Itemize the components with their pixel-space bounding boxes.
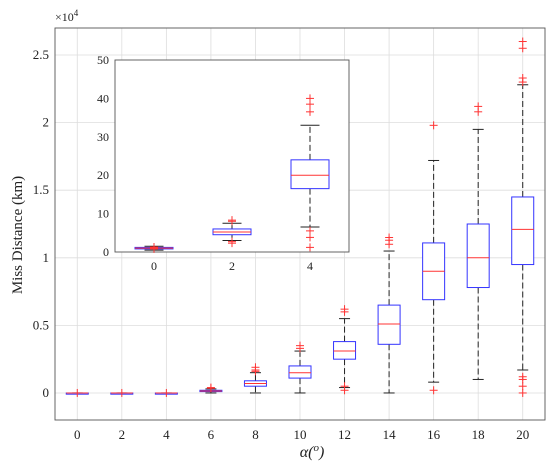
outlier-marker — [296, 341, 304, 350]
inset-y-tick-label: 50 — [97, 53, 109, 67]
main-x-tick-label: 12 — [338, 427, 351, 442]
outlier-marker — [385, 233, 394, 242]
iqr-box — [290, 159, 330, 190]
outlier-marker — [518, 44, 527, 53]
main-x-tick-label: 8 — [252, 427, 259, 442]
main-box-10 — [288, 341, 312, 394]
inset-y-tick-label: 30 — [97, 130, 109, 144]
outlier-marker — [518, 37, 527, 46]
main-y-tick-label: 1.5 — [33, 182, 49, 197]
main-x-tick-label: 14 — [383, 427, 397, 442]
main-y-tick-label: 2 — [43, 115, 50, 130]
x-axis-label: α(o) — [300, 442, 325, 461]
main-x-tick-label: 10 — [294, 427, 307, 442]
main-x-tick-label: 2 — [119, 427, 126, 442]
inset-y-tick-label: 40 — [97, 91, 109, 105]
outlier-marker — [206, 383, 215, 392]
outlier-marker — [340, 305, 349, 314]
outlier-marker — [306, 243, 314, 252]
main-x-tick-label: 18 — [472, 427, 485, 442]
outlier-marker — [150, 243, 158, 252]
main-x-tick-label: 6 — [208, 427, 215, 442]
inset-y-tick-label: 10 — [97, 207, 109, 221]
outlier-marker — [228, 216, 236, 225]
inset-axes-frame — [114, 59, 350, 253]
main-y-tick-label: 0 — [43, 385, 50, 400]
main-y-tick-label: 2.5 — [33, 47, 49, 62]
main-box-12 — [333, 305, 357, 395]
iqr-box — [511, 196, 535, 266]
outlier-marker — [117, 388, 126, 397]
outlier-marker — [518, 372, 527, 381]
inset-box-2 — [212, 216, 252, 248]
main-box-8 — [243, 363, 267, 394]
inset-y-tick-label: 0 — [103, 245, 109, 259]
outlier-marker — [518, 382, 527, 391]
outlier-marker — [518, 74, 527, 83]
outlier-marker — [474, 102, 483, 111]
main-y-tick-label: 1 — [43, 250, 50, 265]
inset-plot: 0 10 20 30 40 50 0 2 4 — [97, 53, 350, 273]
main-box-20 — [511, 37, 535, 397]
outlier-marker — [518, 388, 527, 397]
inset-y-tick-label: 20 — [97, 168, 109, 182]
y-axis-label: Miss Distance (km) — [10, 176, 26, 294]
outlier-marker — [429, 121, 438, 130]
main-box-6 — [199, 383, 223, 394]
main-box-14 — [377, 233, 401, 394]
main-y-tick-label: 0.5 — [33, 317, 49, 332]
iqr-box — [466, 223, 490, 289]
inset-x-tick-label: 4 — [307, 259, 313, 273]
inset-x-tick-label: 0 — [151, 259, 157, 273]
main-box-0 — [65, 388, 89, 397]
iqr-box — [288, 365, 312, 379]
main-x-tick-label: 20 — [516, 427, 529, 442]
main-box-2 — [110, 388, 134, 397]
main-x-tick-label: 4 — [163, 427, 170, 442]
main-x-tick-label: 16 — [427, 427, 441, 442]
main-axes-frame — [54, 27, 546, 421]
axis-labels: ×104 Miss Distance (km) α(o) — [10, 8, 324, 461]
outlier-marker — [340, 382, 349, 391]
inset-box-4 — [290, 94, 330, 252]
main-box-4 — [154, 388, 178, 397]
outlier-marker — [306, 226, 314, 235]
inset-box-0 — [134, 243, 174, 253]
main-box-18 — [466, 102, 490, 380]
main-x-tick-label: 0 — [74, 427, 81, 442]
outlier-marker — [251, 363, 260, 372]
inset-x-tick-label: 2 — [229, 259, 235, 273]
outlier-marker — [306, 107, 314, 116]
outlier-marker — [429, 386, 438, 395]
y-exponent-label: ×104 — [55, 8, 79, 24]
main-box-16 — [422, 121, 446, 395]
outlier-marker — [228, 237, 236, 246]
outlier-marker — [73, 388, 82, 397]
iqr-box — [333, 341, 357, 360]
iqr-box — [377, 304, 401, 345]
outlier-marker — [306, 94, 314, 103]
outlier-marker — [162, 388, 171, 397]
